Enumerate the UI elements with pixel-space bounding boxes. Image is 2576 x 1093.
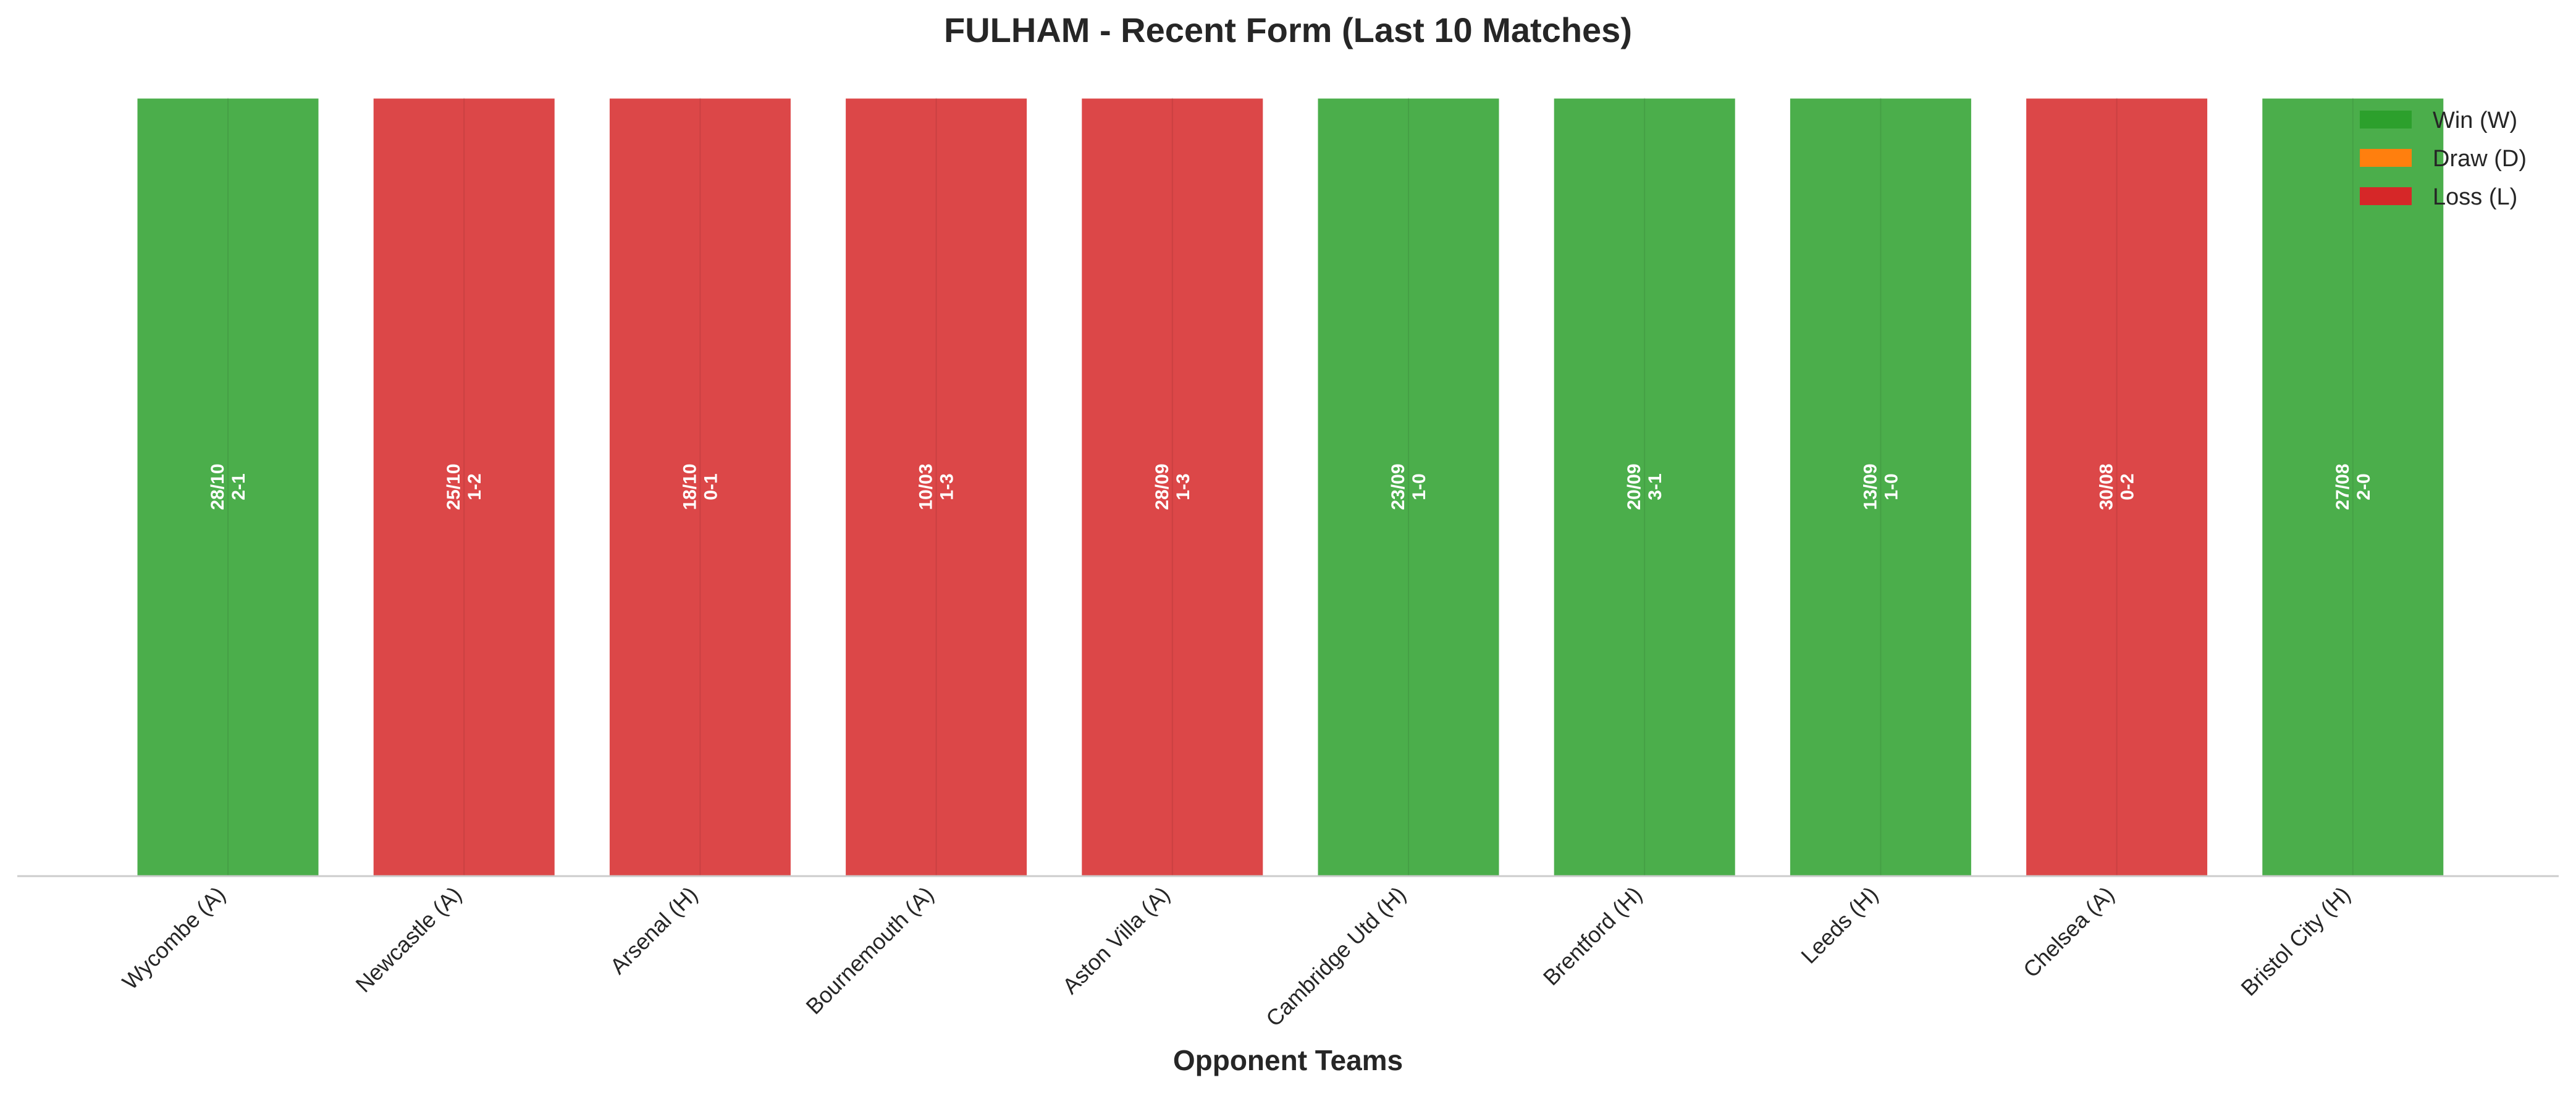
bar-date-label: 28/10 <box>208 463 228 510</box>
legend: Win (W) Draw (D) Loss (L) <box>2360 108 2527 210</box>
bar-label: 25/101-2 <box>444 463 485 510</box>
x-tick-label: Cambridge Utd (H) <box>1261 882 1411 1032</box>
x-axis-label: Opponent Teams <box>1173 1044 1403 1076</box>
bar-label: 30/080-2 <box>2097 463 2138 510</box>
bar-2 <box>371 96 557 877</box>
bar-score-label: 0-2 <box>2118 473 2138 500</box>
x-tick-labels: Wycombe (A) Newcastle (A) Arsenal (H) Bourn… <box>117 882 2355 1032</box>
bar-date-label: 25/10 <box>444 463 464 510</box>
bar-score-label: 3-1 <box>1645 473 1665 500</box>
bar-date-label: 27/08 <box>2333 463 2353 510</box>
bar-3 <box>607 96 793 877</box>
legend-swatch <box>2360 149 2412 167</box>
bar-label: 28/102-1 <box>208 463 249 510</box>
bar-1 <box>135 96 321 877</box>
bar-label: 28/091-3 <box>1152 463 1193 510</box>
legend-swatch <box>2360 187 2412 205</box>
bars-layer: 28/102-1 25/101-2 18/100-1 10/031-3 28/091-3… <box>135 96 2446 877</box>
bar-date-label: 30/08 <box>2097 463 2117 510</box>
legend-label: Draw (D) <box>2433 146 2527 172</box>
bar-date-label: 13/09 <box>1860 463 1880 510</box>
bar-10 <box>2260 96 2446 877</box>
bar-score-label: 1-2 <box>465 473 485 500</box>
x-tick-label: Arsenal (H) <box>605 882 702 979</box>
bar-score-label: 0-1 <box>701 473 721 500</box>
x-tick-label: Chelsea (A) <box>2018 882 2119 982</box>
x-tick-label: Brentford (H) <box>1538 882 1647 990</box>
x-tick-label: Leeds (H) <box>1796 882 1883 969</box>
chart-title: FULHAM - Recent Form (Last 10 Matches) <box>944 11 1632 49</box>
bar-label: 20/093-1 <box>1624 463 1665 510</box>
bar-date-label: 20/09 <box>1624 463 1644 510</box>
bar-score-label: 1-3 <box>1173 473 1193 500</box>
bar-date-label: 28/09 <box>1152 463 1172 510</box>
x-tick-label: Bristol City (H) <box>2236 882 2355 1001</box>
legend-label: Loss (L) <box>2433 184 2517 210</box>
bar-date-label: 23/09 <box>1388 463 1408 510</box>
bar-score-label: 2-0 <box>2354 473 2374 500</box>
bar-score-label: 2-1 <box>229 473 249 500</box>
x-tick-label: Newcastle (A) <box>350 882 466 997</box>
bar-date-label: 10/03 <box>916 463 937 510</box>
x-tick-label: Wycombe (A) <box>117 882 230 995</box>
bar-score-label: 1-0 <box>1881 473 1901 500</box>
bar-7 <box>1552 96 1737 877</box>
bar-6 <box>1316 96 1501 877</box>
bar-date-label: 18/10 <box>680 463 700 510</box>
legend-label: Win (W) <box>2433 108 2517 133</box>
legend-swatch <box>2360 111 2412 129</box>
bar-label: 23/091-0 <box>1388 463 1429 510</box>
bar-score-label: 1-0 <box>1409 473 1429 500</box>
bar-label: 13/091-0 <box>1860 463 1901 510</box>
bar-label: 10/031-3 <box>916 463 958 510</box>
bar-label: 27/082-0 <box>2333 463 2374 510</box>
x-tick-label: Bournemouth (A) <box>801 882 938 1019</box>
bar-score-label: 1-3 <box>937 473 958 500</box>
bar-4 <box>844 96 1029 877</box>
x-tick-label: Aston Villa (A) <box>1058 882 1175 999</box>
bar-5 <box>1080 96 1265 877</box>
bar-label: 18/100-1 <box>680 463 721 510</box>
